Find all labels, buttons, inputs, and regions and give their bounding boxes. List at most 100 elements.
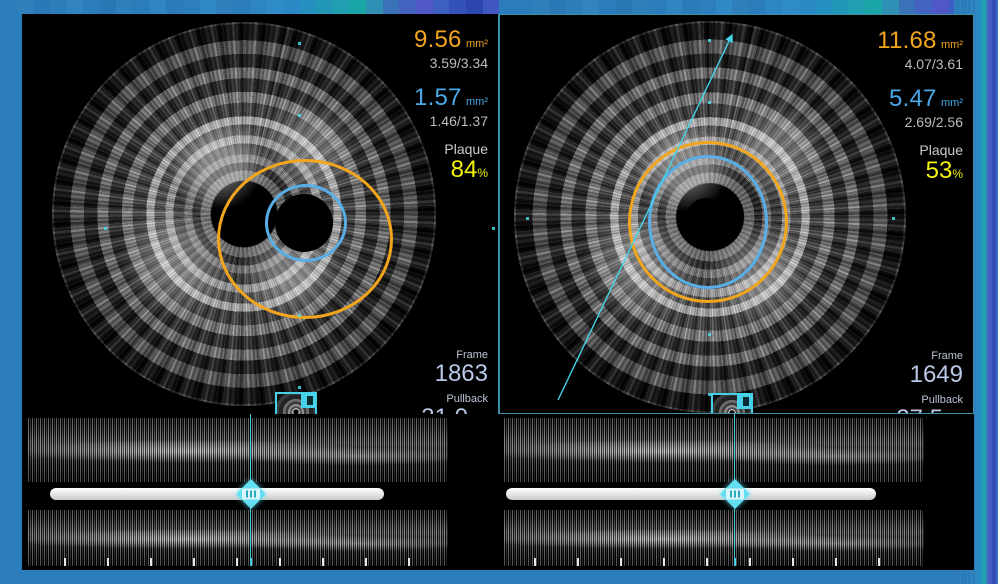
edge-stripe xyxy=(715,0,733,14)
handle-grip-icon xyxy=(726,488,744,500)
edge-stripe xyxy=(973,0,976,584)
longitudinal-panel-left[interactable] xyxy=(22,414,498,570)
frame-label: Frame xyxy=(456,349,488,361)
edge-stripe xyxy=(798,0,816,14)
plaque-readout-right: Plaque 53% xyxy=(919,143,963,183)
longitudinal-row xyxy=(22,414,974,570)
plaque-burden-value: 53% xyxy=(919,159,963,183)
pullback-track-right[interactable] xyxy=(506,488,876,500)
lumen-contour-right[interactable] xyxy=(648,155,768,289)
edge-stripe xyxy=(815,0,833,14)
edge-stripe xyxy=(865,0,882,14)
angle-tick-left xyxy=(526,217,529,220)
edge-stripe xyxy=(416,0,433,14)
angle-tick-bottom xyxy=(298,386,301,389)
edge-stripe xyxy=(582,0,600,14)
bookmark-corner-icon xyxy=(737,395,751,409)
edge-stripe xyxy=(66,0,84,14)
longitudinal-image-lower-right[interactable] xyxy=(504,510,924,566)
tomographic-panel-left[interactable]: 9.56 mm² 3.59/3.34 1.57 mm² 1.46/1.37 Pl… xyxy=(22,14,498,414)
edge-stripe xyxy=(266,0,283,14)
edge-stripe xyxy=(216,0,233,14)
measurement-readout-right: 11.68 mm² 4.07/3.61 xyxy=(877,29,963,73)
plaque-percent-number: 53 xyxy=(925,157,953,184)
edge-stripe xyxy=(698,0,716,14)
edge-stripe xyxy=(648,0,666,14)
vessel-contour-left[interactable] xyxy=(217,159,393,319)
edge-stripe xyxy=(986,0,989,584)
edge-stripe xyxy=(848,0,866,14)
angle-tick-inner-bottom xyxy=(298,314,301,317)
edge-stripe xyxy=(996,0,998,584)
pullback-readout-right: Pullback 27.5mm xyxy=(896,395,963,414)
angle-tick-right xyxy=(492,227,495,230)
edge-stripe xyxy=(915,0,932,14)
edge-stripe xyxy=(615,0,633,14)
edge-stripe xyxy=(465,0,483,14)
edge-stripe xyxy=(682,0,699,14)
edge-stripe xyxy=(988,0,990,584)
edge-stripe xyxy=(199,0,217,14)
vessel-area-unit: mm² xyxy=(466,38,488,50)
pullback-distance-value: 27.5mm xyxy=(896,407,963,414)
edge-stripe xyxy=(898,0,916,14)
pullback-slider-handle-right[interactable] xyxy=(720,479,750,509)
edge-stripe xyxy=(979,0,982,584)
edge-stripe xyxy=(282,0,300,14)
tomographic-row: 9.56 mm² 3.59/3.34 1.57 mm² 1.46/1.37 Pl… xyxy=(22,14,974,414)
edge-stripe xyxy=(632,0,649,14)
lumen-diameter-subvalue: 1.46/1.37 xyxy=(429,113,488,129)
edge-stripe xyxy=(782,0,799,14)
edge-stripe xyxy=(499,0,516,14)
edge-stripe xyxy=(515,0,533,14)
edge-stripe xyxy=(133,0,150,14)
edge-stripe xyxy=(399,0,417,14)
vessel-area-metric: 11.68 mm² 4.07/3.61 xyxy=(877,29,963,72)
edge-stripe xyxy=(349,0,367,14)
edge-stripe xyxy=(0,0,17,14)
pullback-slider-handle-left[interactable] xyxy=(236,479,266,509)
angle-tick-inner-top xyxy=(708,101,711,104)
edge-stripe xyxy=(976,0,979,584)
pullback-track-left[interactable] xyxy=(50,488,384,500)
vessel-area-unit: mm² xyxy=(941,39,963,51)
edge-stripe xyxy=(989,0,991,584)
lumen-readout-left: 1.57 mm² 1.46/1.37 xyxy=(414,86,488,130)
angle-tick-inner-top xyxy=(298,114,301,117)
vessel-diameter-subvalue: 3.59/3.34 xyxy=(429,55,488,71)
longitudinal-panel-right[interactable] xyxy=(498,414,974,570)
edge-stripe xyxy=(432,0,450,14)
plaque-label: Plaque xyxy=(444,141,488,157)
bookmark-chip-left[interactable]: B1 xyxy=(275,392,317,414)
edge-stripe xyxy=(549,0,566,14)
edge-stripe xyxy=(665,0,683,14)
angle-tick-top xyxy=(298,42,301,45)
vessel-diameter-subvalue: 4.07/3.61 xyxy=(904,56,963,72)
vessel-area-metric: 9.56 mm² 3.59/3.34 xyxy=(414,28,488,71)
pullback-label: Pullback xyxy=(921,394,963,406)
edge-stripe xyxy=(232,0,250,14)
image-viewport: 9.56 mm² 3.59/3.34 1.57 mm² 1.46/1.37 Pl… xyxy=(22,14,974,570)
edge-stripe xyxy=(332,0,350,14)
frame-readout-right: Frame 1649 xyxy=(910,351,963,387)
edge-stripe xyxy=(992,0,994,584)
edge-stripe xyxy=(931,0,949,14)
lumen-diameter-subvalue: 2.69/2.56 xyxy=(904,114,963,130)
edge-stripe xyxy=(975,0,977,584)
longitudinal-image-upper-right[interactable] xyxy=(504,418,924,482)
lumen-contour-left[interactable] xyxy=(265,184,347,262)
longitudinal-image-upper-left[interactable] xyxy=(28,418,448,482)
plaque-label: Plaque xyxy=(919,142,963,158)
edge-stripe xyxy=(33,0,50,14)
plaque-percent-sign: % xyxy=(952,167,963,181)
frame-label: Frame xyxy=(931,350,963,362)
edge-stripe xyxy=(995,0,997,584)
lumen-area-unit: mm² xyxy=(941,97,963,109)
bookmark-chip-right[interactable]: B3 xyxy=(711,393,753,413)
edge-stripe xyxy=(765,0,783,14)
tomographic-panel-right[interactable]: 11.68 mm² 4.07/3.61 5.47 mm² 2.69/2.56 P… xyxy=(498,14,974,414)
bookmark-corner-icon xyxy=(301,394,315,408)
edge-stripe xyxy=(748,0,766,14)
longitudinal-image-lower-left[interactable] xyxy=(28,510,448,566)
